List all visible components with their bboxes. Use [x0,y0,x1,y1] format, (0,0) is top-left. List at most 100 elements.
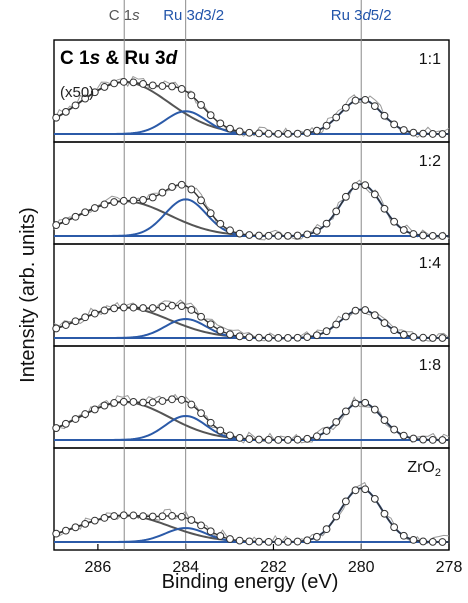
reference-label-main: Ru 3 [163,7,195,24]
data-point [177,85,186,93]
data-point [71,523,80,532]
data-point [264,537,273,546]
data-point [197,101,205,109]
panel-frame [53,345,450,449]
data-point [245,128,254,137]
data-point [322,427,331,435]
data-point [245,537,254,546]
chart-title-amp: & Ru 3 [100,48,165,69]
data-point [390,217,399,226]
data-point [399,226,408,234]
data-point [255,129,263,138]
data-point [100,514,109,522]
panel-curves [52,393,450,444]
data-point [380,416,389,424]
data-point [380,111,389,120]
data-point [235,536,244,545]
data-point [274,231,283,240]
data-point [139,398,147,407]
data-point [332,320,341,329]
data-point [264,435,273,444]
data-point [158,82,167,90]
data-point [110,304,119,313]
data-point [332,113,341,122]
panel-label: 1:4 [419,255,441,272]
data-point [409,536,418,544]
data-point [110,79,119,88]
data-point [264,129,273,138]
reference-lines-layer [123,0,362,550]
reference-label: Ru 3d5/2 [331,7,392,24]
data-point [380,509,389,518]
data-point [303,230,312,239]
curves-layer [52,75,450,547]
data-point [428,231,437,240]
data-point [409,230,418,238]
data-point [312,227,321,235]
data-point [158,397,167,405]
reference-label: C 1s [109,7,140,24]
data-point [226,535,234,543]
reference-label-italic: s [132,7,140,24]
data-point [148,398,157,407]
panel-curves [52,75,450,138]
panel-label-main: 1:8 [419,357,441,374]
data-point [361,485,370,494]
data-point [341,497,350,506]
data-point [284,334,292,342]
data-point [177,180,186,189]
raw-spectrum-line [53,179,450,241]
data-point [216,119,225,128]
data-point [90,88,99,97]
scale-note: (x50) [60,84,94,101]
data-point [100,83,109,91]
data-point [81,208,90,217]
data-point [284,129,292,138]
panel-label: ZrO2 [407,459,441,479]
data-point [274,435,283,444]
data-point [61,526,70,535]
chart-title-s: s [90,48,101,69]
panel-label: 1:1 [419,51,441,68]
data-point [90,204,99,212]
data-point [409,128,418,137]
data-point [71,212,80,221]
reference-label-tail: 5/2 [371,7,392,24]
chart-title-c: C 1 [60,48,90,69]
data-point [226,431,234,440]
data-point [187,400,196,409]
data-point [380,204,389,213]
data-point [312,331,321,340]
panels-layer [53,39,450,551]
data-point [100,306,109,315]
data-point [168,395,176,404]
data-point [303,333,312,342]
data-point [312,432,321,441]
data-point [255,231,263,240]
data-point [187,516,196,524]
data-point [428,537,437,546]
data-point [419,537,428,546]
data-point [139,80,147,88]
data-point [61,321,70,329]
data-point [148,81,157,90]
data-point [71,101,80,110]
chart-title-d: d [166,48,178,69]
data-point [139,304,147,312]
data-point [197,409,205,418]
data-point [351,96,360,105]
data-point [419,333,428,342]
data-point [90,516,99,525]
data-point [361,181,370,190]
data-point [168,183,176,191]
data-point [158,303,167,311]
data-point [206,111,215,120]
reference-label-italic: d [362,7,371,24]
data-point [129,78,138,87]
data-point [216,326,225,335]
data-point [438,232,447,240]
data-point [177,302,186,310]
panel-curves [52,299,450,342]
data-point [284,231,292,240]
data-point [409,434,418,443]
